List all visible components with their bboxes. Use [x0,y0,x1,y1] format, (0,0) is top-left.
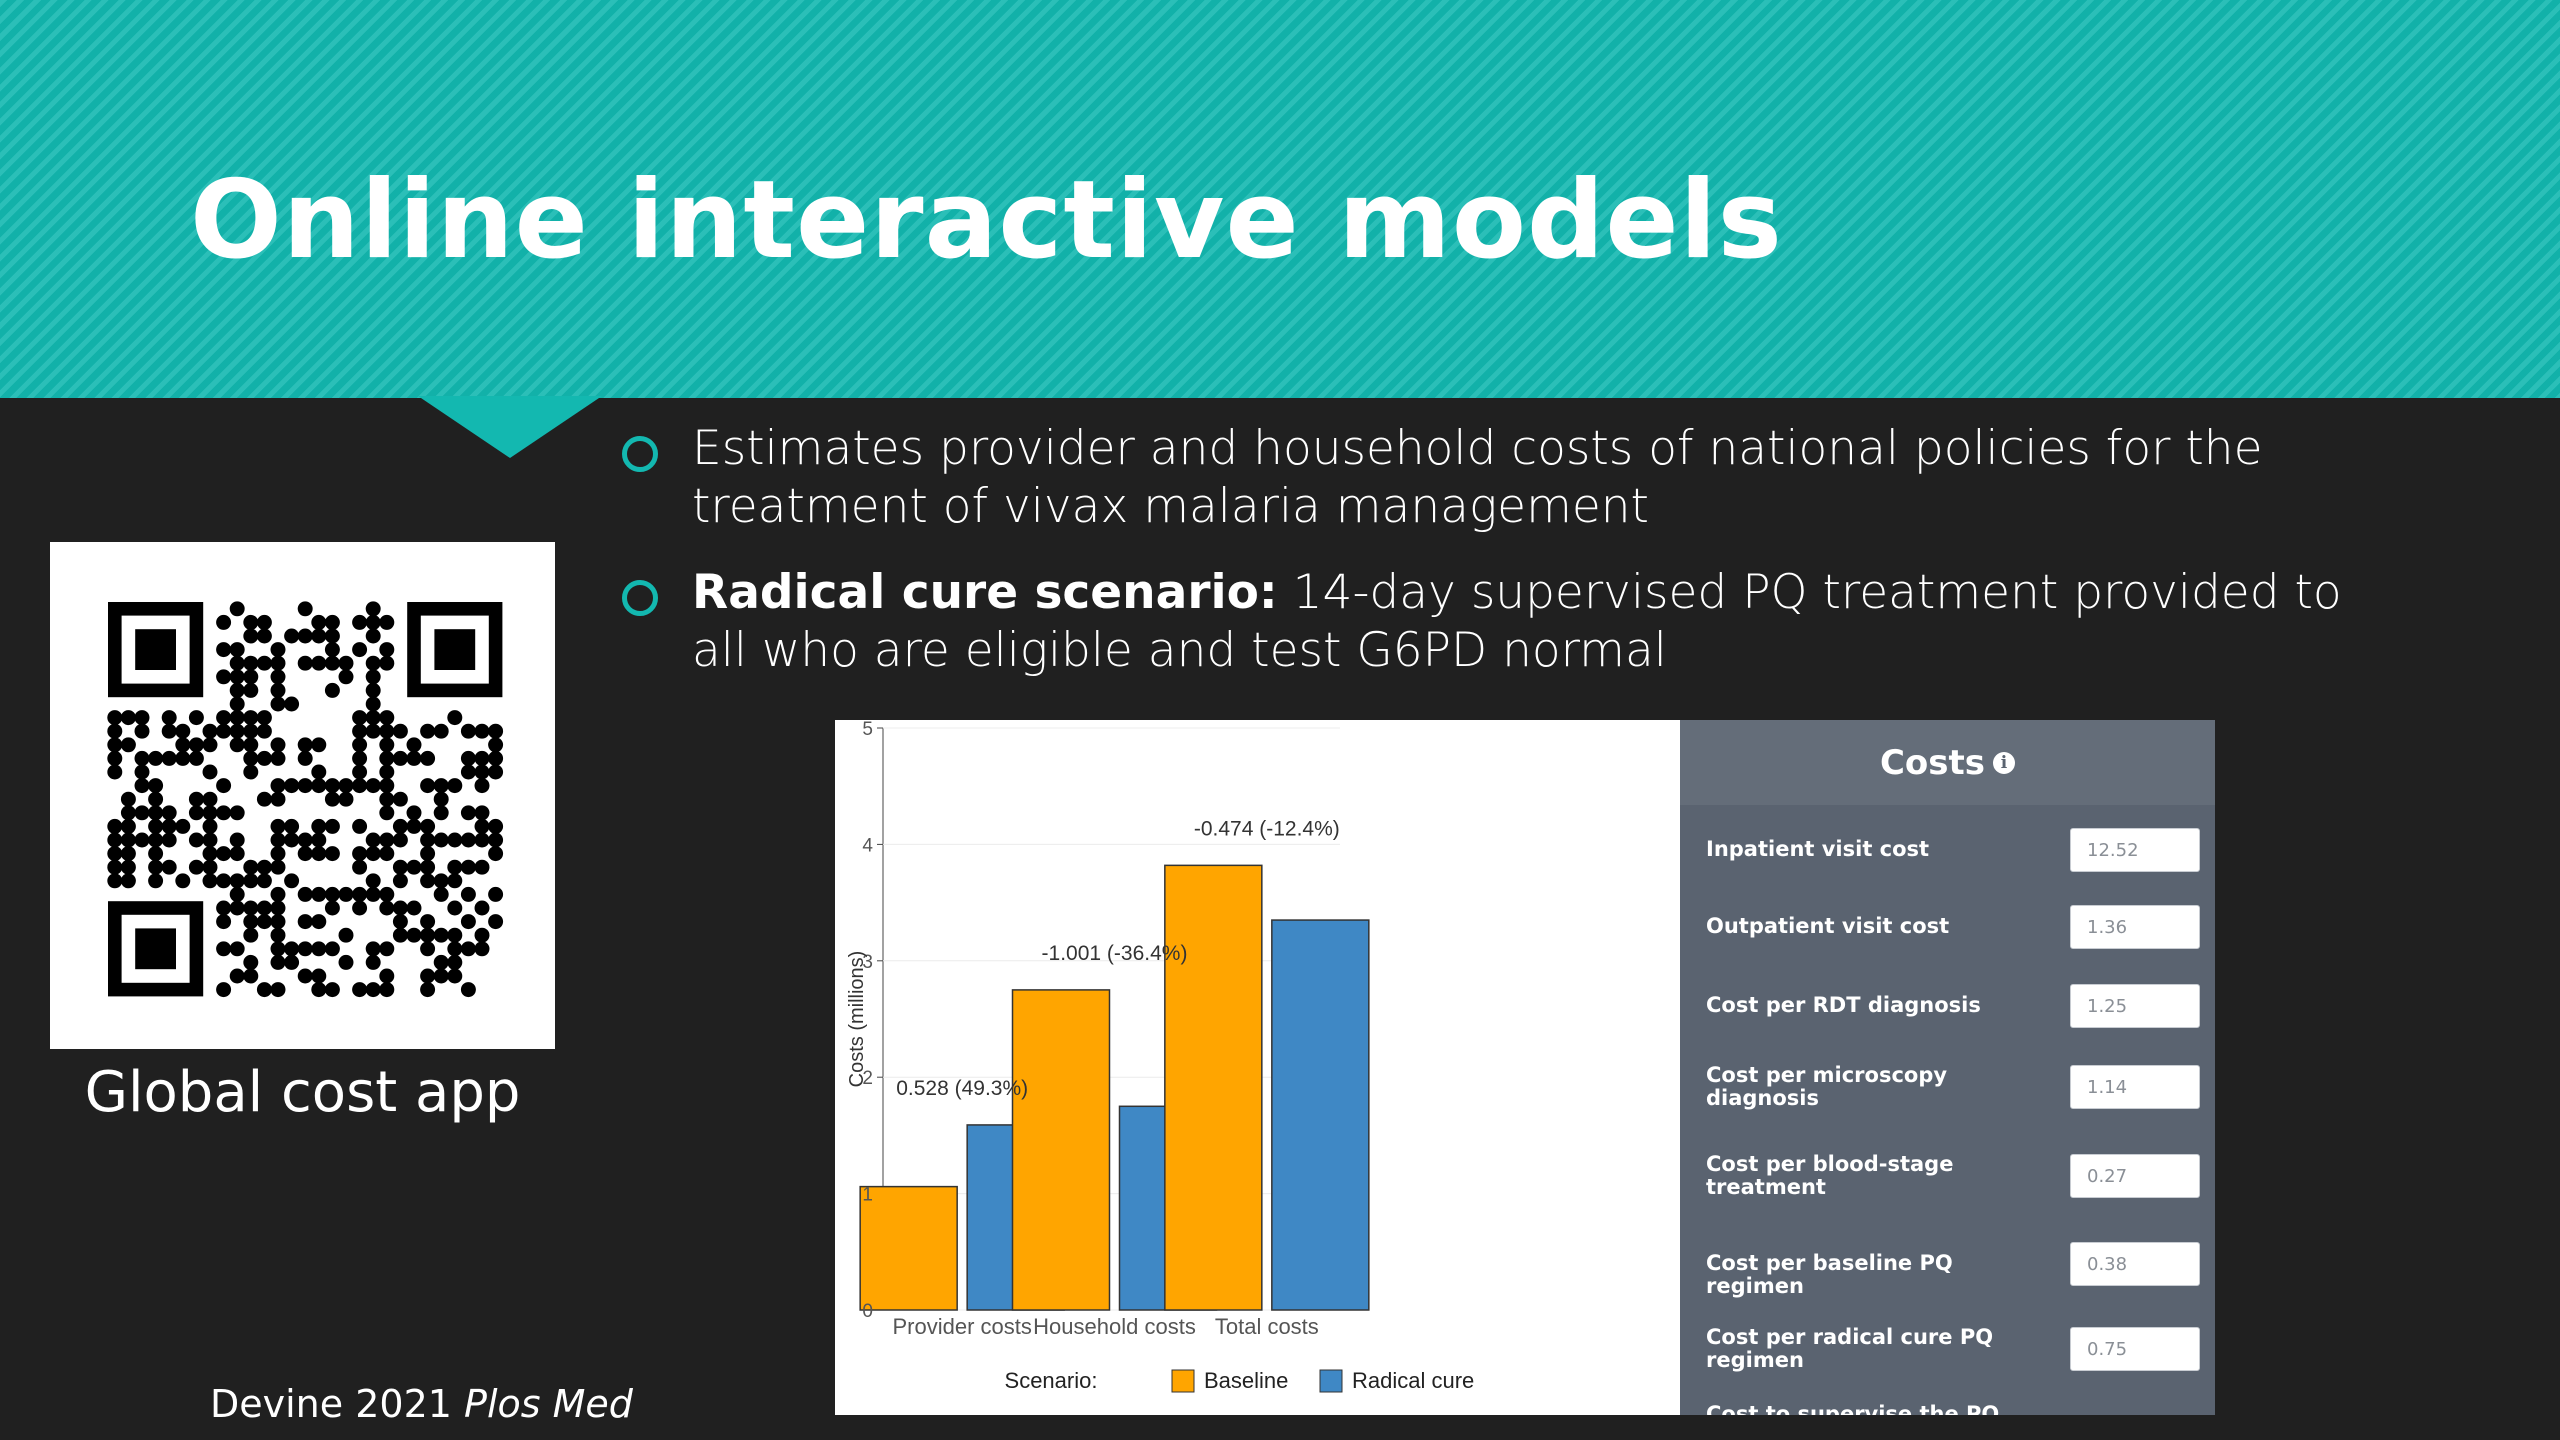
cost-field-label: Outpatient visit cost [1706,914,1950,938]
cost-field-label: Cost per RDT diagnosis [1706,993,1981,1017]
y-tick-label: 4 [862,835,873,856]
slide-title: Online interactive models [190,158,1783,283]
x-category-label: Household costs [1033,1314,1196,1339]
qr-label: Global cost app [84,1060,521,1125]
title-banner [0,0,2560,398]
bar-annotation: -1.001 (-36.4%) [1042,942,1188,965]
legend-swatch [1171,1369,1195,1393]
cost-field-input[interactable]: 1.36 [2070,905,2200,949]
bar-baseline [1164,864,1263,1311]
cost-chart-svg: 0 1 2 3 4 5 Costs (millions) Provider costs 0.52… [846,719,1474,1393]
bar-annotation: 0.528 (49.3%) [896,1077,1028,1100]
costs-panel: Costs i Inpatient visit cost 12.52 Outpati… [1680,720,2215,1415]
qr-code [50,542,555,1049]
cost-field-label: Cost per baseline PQ regimen [1706,1251,1953,1298]
cost-field-label: Cost per microscopy diagnosis [1706,1063,1948,1110]
bar-radical-cure [1271,919,1370,1311]
bullet-bold-lead: Radical cure scenario: [692,565,1278,620]
citation: Devine 2021 Plos Med [210,1382,633,1426]
bullet-ring-icon [622,436,658,472]
cost-field-input[interactable]: 0.38 [2070,1242,2200,1286]
bullet-ring-icon [622,580,658,616]
legend-swatch [1319,1369,1343,1393]
bar-baseline [859,1185,958,1311]
y-tick-label: 5 [862,720,873,740]
banner-notch [418,396,602,458]
legend-label: Baseline [1204,1368,1288,1393]
cost-field-input[interactable]: 0.27 [2070,1154,2200,1198]
citation-author: Devine 2021 [210,1382,452,1426]
y-axis-label: Costs (millions) [846,951,868,1088]
legend-label: Radical cure [1352,1368,1474,1393]
info-icon[interactable]: i [1993,751,2016,774]
bar-baseline [1011,989,1111,1311]
cost-field-input[interactable]: 1.25 [2070,984,2200,1028]
bullet-text: 14-day supervised PQ treatment provided … [692,565,2342,678]
bullet-text: Estimates provider and household costs o… [692,421,2263,534]
cost-field-label: Cost per radical cure PQ regimen [1706,1325,1994,1372]
citation-journal: Plos Med [464,1382,633,1426]
cost-chart: 0 1 2 3 4 5 Costs (millions) Provider costs 0.52… [835,719,1680,1415]
y-tick-label: 2 [862,1068,873,1089]
cost-field-label: Cost to supervise the PQ [1706,1402,2000,1416]
bullet-radical-cure: Radical cure scenario: 14-day supervised… [622,564,2382,680]
y-tick-label: 1 [862,1185,873,1206]
cost-field-label: Inpatient visit cost [1706,837,1930,861]
x-category-label: Provider costs [892,1314,1031,1339]
cost-field-input[interactable]: 12.52 [2070,828,2200,872]
cost-field-input[interactable]: 0.75 [2070,1327,2200,1371]
y-tick-label: 3 [862,952,873,973]
x-category-label: Total costs [1215,1314,1319,1339]
y-tick-label: 0 [862,1301,873,1322]
cost-field-input[interactable]: 1.14 [2070,1065,2200,1109]
bullet-cost-estimates: Estimates provider and household costs o… [622,420,2382,536]
legend-title: Scenario: [1005,1368,1098,1393]
costs-panel-title: Costs [1879,742,1986,783]
cost-field-label: Cost per blood-stage treatment [1706,1152,1954,1199]
qr-code-graphic [107,601,504,998]
costs-panel-header: Costs i [1680,720,2215,805]
bar-annotation: -0.474 (-12.4%) [1194,817,1340,840]
